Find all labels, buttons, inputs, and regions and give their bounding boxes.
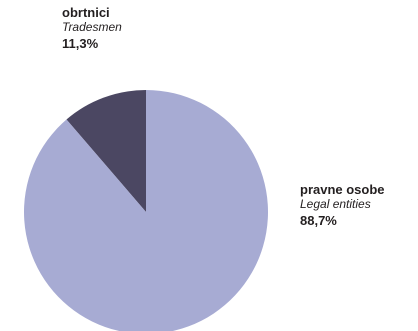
label-tradesmen-name: obrtnici xyxy=(62,5,110,20)
label-tradesmen: obrtnici Tradesmen 11,3% xyxy=(62,5,122,52)
pie-slice-tradesmen xyxy=(66,90,146,212)
label-tradesmen-percent: 11,3% xyxy=(62,35,99,51)
label-legal-entities: pravne osobe Legal entities 88,7% xyxy=(300,182,385,229)
label-legal-entities-percent: 88,7% xyxy=(300,212,337,228)
label-legal-entities-name: pravne osobe xyxy=(300,182,385,197)
label-legal-entities-translation: Legal entities xyxy=(300,196,371,211)
label-tradesmen-translation: Tradesmen xyxy=(62,19,122,34)
pie-slice-legal-entities xyxy=(24,90,268,331)
